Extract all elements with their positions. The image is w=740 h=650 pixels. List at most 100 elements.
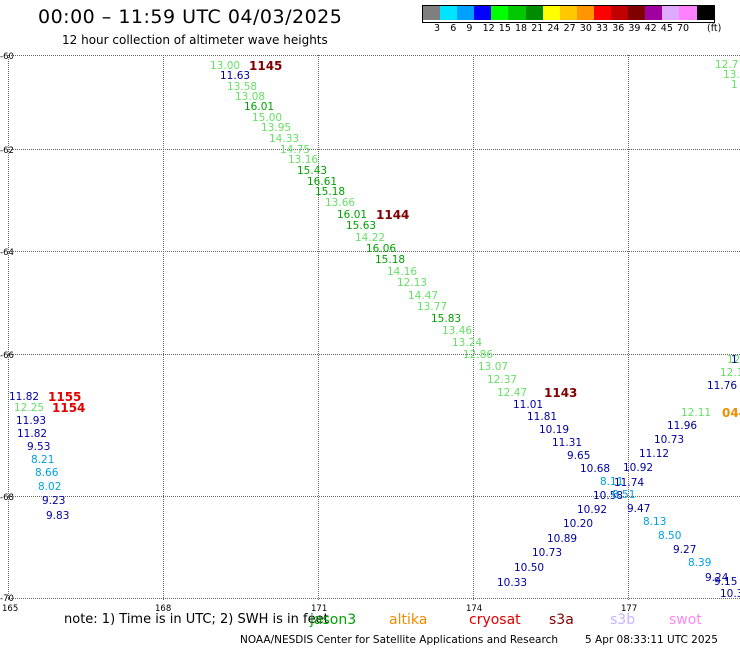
legend-item-s3a: s3a [549, 612, 574, 628]
color-scale-label: 70 [677, 23, 690, 34]
wave-height-value: 13.24 [452, 337, 483, 349]
wave-height-value: 10.89 [547, 533, 578, 545]
map-title: 00:00 – 11:59 UTC 04/03/2025 [38, 6, 343, 28]
gridline-lat [8, 354, 740, 355]
lat-tick-label: -66 [0, 351, 14, 361]
wave-height-value: 12.86 [463, 349, 494, 361]
gridline-lat [8, 251, 740, 252]
wave-height-value: 10.19 [539, 424, 570, 436]
wave-height-value: 10.68 [580, 463, 611, 475]
map-plot-area [8, 55, 740, 600]
wave-height-value: 8.13 [643, 516, 667, 528]
color-scale-label: 33 [596, 23, 609, 34]
wave-height-value: 14.16 [387, 266, 418, 278]
wave-height-value: 8.39 [688, 557, 712, 569]
gridline-lat [8, 598, 740, 599]
lon-tick-label: 171 [311, 604, 328, 614]
wave-height-value: 10.50 [514, 562, 545, 574]
wave-height-value: 11.76 [707, 380, 738, 392]
lat-tick-label: -62 [0, 146, 14, 156]
color-scale-swatch [593, 6, 612, 20]
wave-height-value: 9.27 [673, 544, 697, 556]
color-scale-swatch [576, 6, 594, 20]
color-scale-label: 21 [531, 23, 544, 34]
wave-height-value: 8.02 [38, 481, 62, 493]
color-scale-label: 45 [660, 23, 673, 34]
wave-height-value: 14.47 [408, 290, 439, 302]
color-scale-swatch [508, 6, 526, 20]
color-scale-label: 6 [450, 23, 457, 34]
credit-text: NOAA/NESDIS Center for Satellite Applica… [240, 634, 558, 646]
wave-height-value: 10.58 [593, 490, 624, 502]
color-scale-swatch [474, 6, 492, 20]
wave-height-value: 10.92 [623, 462, 654, 474]
wave-height-value: 9.83 [46, 510, 70, 522]
wave-height-value: 10.92 [577, 504, 608, 516]
gridline-lat [8, 149, 740, 150]
wave-height-value: 15.18 [315, 186, 346, 198]
pass-time-label: 044 [722, 406, 740, 420]
lon-tick-label: 174 [466, 604, 483, 614]
wave-height-value: 10.20 [563, 518, 594, 530]
wave-height-value: 11.12 [639, 448, 670, 460]
lon-tick-label: 165 [2, 604, 19, 614]
color-scale-label: 30 [579, 23, 592, 34]
wave-height-value: 12.47 [497, 387, 528, 399]
color-scale-label: 15 [498, 23, 511, 34]
wave-height-value: 14.75 [280, 144, 311, 156]
color-scale-swatch [611, 6, 629, 20]
wave-height-value: 13.16 [288, 154, 319, 166]
wave-height-value: 13. [723, 69, 740, 81]
color-scale-swatch [491, 6, 509, 20]
wave-height-value: 12.11 [720, 367, 740, 379]
legend-item-jason3: jason3 [310, 612, 357, 628]
color-scale-label: 3 [434, 23, 441, 34]
wave-height-value: 12.11 [681, 407, 712, 419]
color-scale-swatch [457, 6, 475, 20]
color-scale-label: 27 [563, 23, 576, 34]
wave-height-value: 8.51 [612, 489, 636, 501]
wave-height-value: 16.61 [307, 176, 338, 188]
wave-height-value: 9.23 [42, 495, 66, 507]
lon-tick-label: 168 [155, 604, 172, 614]
wave-height-value: 14.22 [355, 232, 386, 244]
color-scale-label: 24 [547, 23, 560, 34]
color-scale-label: 9 [466, 23, 473, 34]
wave-height-value: 15.83 [431, 313, 462, 325]
wave-height-value: 12.1 [727, 354, 740, 366]
color-scale-label: 18 [515, 23, 528, 34]
wave-height-value: 16.01 [244, 101, 275, 113]
wave-height-value: 13.08 [235, 91, 266, 103]
wave-height-value: 8.11 [600, 476, 624, 488]
color-scale-swatch [628, 6, 646, 20]
wave-height-value: 11.93 [16, 415, 47, 427]
lat-tick-label: -68 [0, 493, 14, 503]
wave-height-value: 9.15 [714, 576, 738, 588]
wave-height-value: 11.82 [9, 391, 40, 403]
color-scale-swatch [423, 6, 441, 20]
color-scale-swatch [662, 6, 680, 20]
pass-time-label: 1143 [544, 386, 578, 400]
wave-height-value: 8.50 [658, 530, 682, 542]
legend-item-s3b: s3b [610, 612, 636, 628]
lat-tick-label: -64 [0, 248, 14, 258]
wave-height-value: 15.00 [252, 112, 283, 124]
wave-height-value: 11.81 [527, 411, 558, 423]
wave-height-value: 13.95 [261, 122, 292, 134]
gridline-lon [318, 55, 319, 600]
gridline-lat [8, 55, 740, 56]
wave-height-value: 10.33 [497, 577, 528, 589]
wave-height-value: 15.43 [297, 165, 328, 177]
color-scale-swatch [542, 6, 560, 20]
wave-height-value: 9.65 [567, 450, 591, 462]
wave-height-value: 16.01 [337, 209, 368, 221]
wave-height-value: 8.21 [31, 454, 55, 466]
wave-height-value: 1 [731, 79, 738, 91]
wave-height-value: 13.77 [417, 301, 448, 313]
color-scale-swatch [440, 6, 458, 20]
wave-height-value: 12.25 [14, 402, 45, 414]
gridline-lon [473, 55, 474, 600]
legend-item-cryosat: cryosat [469, 612, 521, 628]
legend-item-swot: swot [669, 612, 702, 628]
wave-height-value: 15.18 [375, 254, 406, 266]
